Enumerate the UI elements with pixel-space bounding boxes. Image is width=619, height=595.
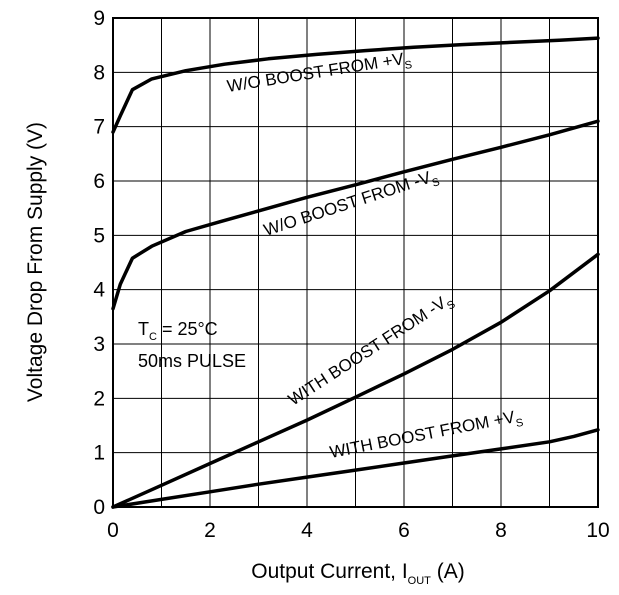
y-tick-labels: 0 1 2 3 4 5 6 7 8 9 [93,7,105,519]
grid-lines [113,18,598,507]
y-tick-label: 8 [93,61,105,84]
y-tick-label: 0 [93,496,105,519]
series-line-1 [111,119,600,311]
x-tick-label: 4 [301,519,313,542]
y-tick-label: 2 [93,387,105,410]
x-tick-label: 6 [398,519,410,542]
series-label-with-boost-minus: WITH BOOST FROM -VS [285,289,458,412]
x-tick-label: 10 [586,519,609,542]
plot-frame [112,17,599,508]
y-tick-label: 7 [93,116,105,139]
y-tick-label: 1 [93,442,105,465]
series-line-2 [111,252,600,509]
pulse-note: 50ms PULSE [138,351,246,371]
temperature-note: TC = 25°C [138,319,218,343]
series-line-3 [111,428,600,509]
series-line-0 [111,36,600,134]
x-tick-label: 8 [495,519,507,542]
y-tick-label: 5 [93,224,105,247]
y-tick-label: 4 [93,279,105,302]
x-tick-labels: 0 2 4 6 8 10 [107,519,610,542]
y-axis-title: Voltage Drop From Supply (V) [24,122,47,402]
y-tick-label: 9 [93,7,105,30]
x-axis-title: Output Current, IOUT (A) [251,560,464,587]
series-label-wo-boost-minus: W/O BOOST FROM -VS [261,166,441,244]
series-label-with-boost-plus: WITH BOOST FROM +VS [328,406,524,466]
y-tick-label: 6 [93,170,105,193]
x-tick-label: 0 [107,519,119,542]
data-series [111,36,600,509]
y-tick-label: 3 [93,333,105,356]
x-tick-label: 2 [204,519,216,542]
